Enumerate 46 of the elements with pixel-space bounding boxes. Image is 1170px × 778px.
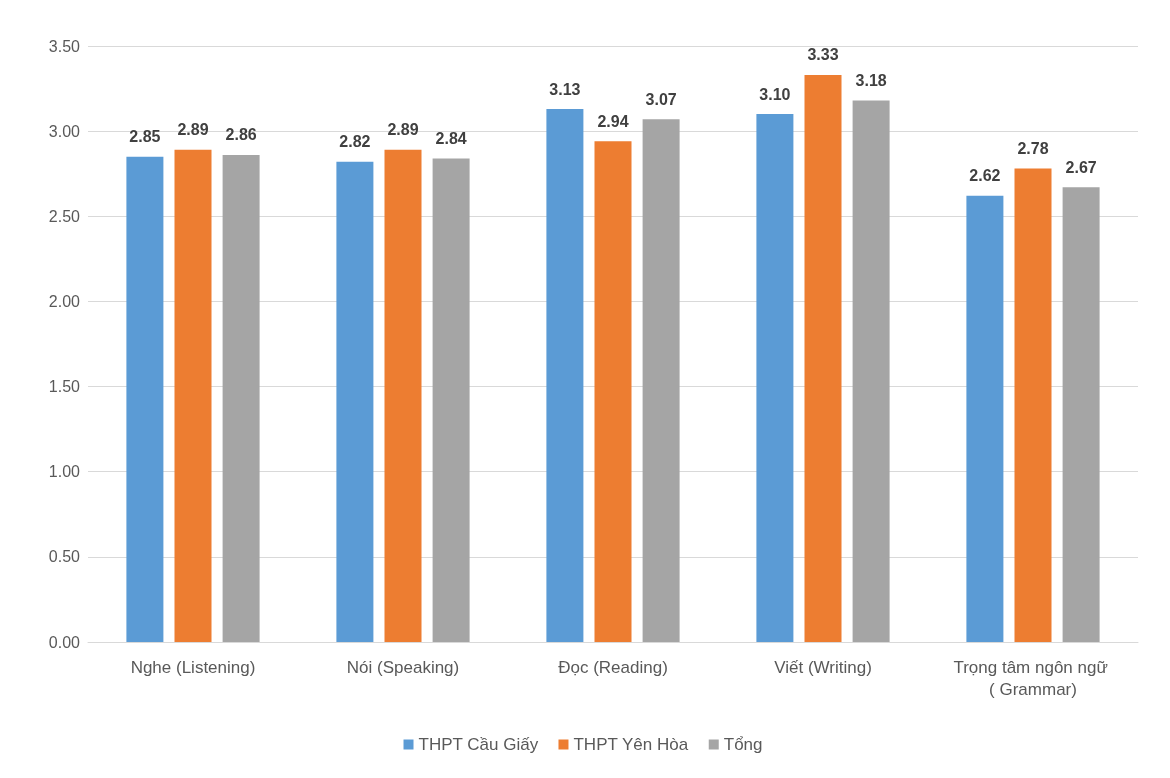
data-label: 3.33 bbox=[807, 46, 839, 64]
bar bbox=[432, 158, 470, 642]
bar bbox=[384, 149, 422, 642]
bar bbox=[966, 195, 1004, 642]
y-tick-label: 1.50 bbox=[48, 378, 81, 396]
bar bbox=[1014, 168, 1052, 642]
bar bbox=[804, 74, 842, 642]
y-tick-label: 2.50 bbox=[48, 207, 81, 225]
legend-label: Tổng bbox=[723, 735, 763, 754]
bar bbox=[126, 156, 164, 642]
data-label: 2.85 bbox=[129, 128, 161, 146]
y-tick-label: 0.00 bbox=[48, 633, 81, 651]
y-tick-label: 2.00 bbox=[48, 292, 81, 310]
y-tick-label: 0.50 bbox=[48, 548, 81, 566]
bar bbox=[1062, 187, 1100, 642]
data-label: 3.10 bbox=[759, 85, 791, 103]
legend-label: THPT Cầu Giấy bbox=[418, 735, 539, 754]
bar bbox=[222, 154, 260, 642]
y-tick-label: 3.50 bbox=[48, 37, 81, 55]
data-label: 3.07 bbox=[645, 90, 677, 108]
x-tick-label: Nói (Speaking) bbox=[346, 657, 460, 677]
x-tick-label: Nghe (Listening) bbox=[130, 657, 256, 677]
data-label: 2.94 bbox=[597, 112, 629, 130]
data-label: 2.84 bbox=[435, 129, 467, 147]
bar bbox=[174, 149, 212, 642]
data-label: 3.18 bbox=[855, 71, 887, 89]
bar bbox=[756, 114, 794, 642]
bar bbox=[336, 161, 374, 642]
x-tick-label: Đọc (Reading) bbox=[558, 657, 668, 677]
data-label: 2.86 bbox=[225, 126, 257, 144]
data-label: 2.89 bbox=[177, 121, 209, 139]
data-label: 2.78 bbox=[1017, 140, 1049, 158]
bar bbox=[546, 109, 584, 642]
y-tick-label: 3.00 bbox=[48, 122, 81, 140]
legend-label: THPT Yên Hòa bbox=[573, 735, 689, 754]
bar bbox=[594, 141, 632, 642]
data-label: 2.82 bbox=[339, 133, 371, 151]
x-tick-label: Trọng tâm ngôn ngữ ( Grammar) bbox=[953, 657, 1113, 699]
data-label: 2.62 bbox=[969, 167, 1001, 185]
y-tick-label: 1.00 bbox=[48, 463, 81, 481]
data-label: 2.89 bbox=[387, 121, 419, 139]
x-tick-label: Viết (Writing) bbox=[774, 657, 872, 677]
data-label: 3.13 bbox=[549, 80, 581, 98]
bar bbox=[642, 119, 680, 642]
bar bbox=[852, 100, 890, 642]
data-label: 2.67 bbox=[1065, 158, 1097, 176]
